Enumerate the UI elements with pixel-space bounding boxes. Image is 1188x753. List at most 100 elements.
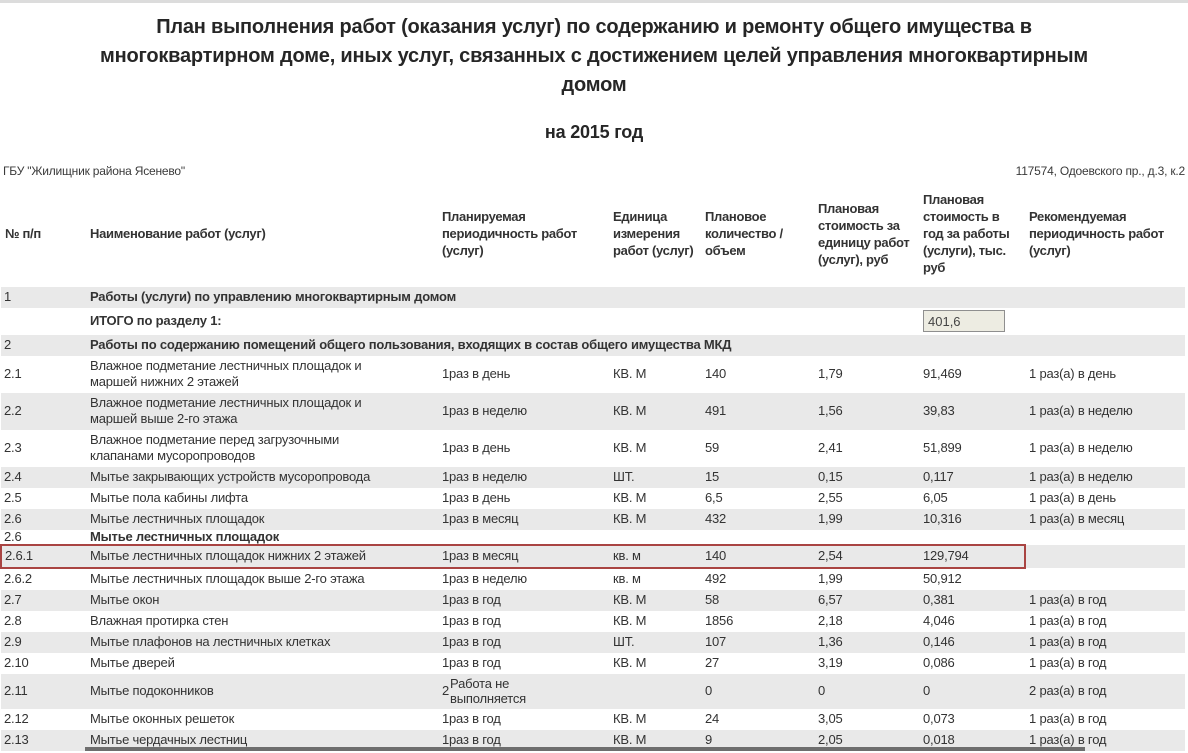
cell-unit-cost: 2,41 [818,440,843,455]
cell-name: Работы по содержанию помещений общего по… [90,337,732,352]
cell-unit: КВ. М [613,490,647,505]
cell-recommended: 1 раз(а) в год [1029,634,1107,649]
cell-num: 2.2 [4,403,22,418]
cell-qty: 15 [705,469,720,484]
cell-num: 2.6.2 [4,571,32,586]
work-name-text: Мытье чердачных лестниц [90,732,248,747]
cell-qty: 1856 [705,613,734,628]
table-row-2.13: 2.13 Мытье чердачных лестниц 1раз в год КВ.… [1,730,1185,751]
cell-unit-cost: 6,57 [818,592,843,607]
cell-name: Работы (услуги) по управлению многокварт… [90,289,456,304]
cell-num: 1 [4,289,12,304]
cell-name: Мытье подоконников [86,674,438,709]
cell-unit-cost: 1,99 [818,571,843,586]
cell-name: Мытье пола кабины лифта [86,488,438,509]
cell-periodicity: 1раз в день [442,366,511,381]
cell-num: 2.8 [4,613,22,628]
cell-periodicity: 1раз в день [442,440,511,455]
cell-name: Мытье дверей [86,653,438,674]
organization-row: ГБУ "Жилищник района Ясенево" 117574, Од… [3,164,1185,178]
table-row-2.1: 2.1 Влажное подметание лестничных площадо… [1,356,1185,393]
cell-year-cost: 4,046 [923,613,955,628]
cell-unit: кв. м [613,571,641,586]
cell-recommended: 1 раз(а) в неделю [1029,440,1133,455]
section1-total-input[interactable] [923,310,1005,332]
work-name-text: Влажное подметание лестничных площадок и… [90,395,362,426]
table-row-2.10: 2.10 Мытье дверей 1раз в год КВ. М 27 3,19 0,0… [1,653,1185,674]
table-row-2.7: 2.7 Мытье окон 1раз в год КВ. М 58 6,57 0,381 1… [1,590,1185,611]
cell-unit: КВ. М [613,440,647,455]
work-name-text: Мытье дверей [90,655,175,670]
cell-year-cost: 50,912 [923,571,962,586]
work-name-text: Мытье оконных решеток [90,711,235,726]
table-row-2.6: 2.6 Мытье лестничных площадок [1,530,1185,545]
cell-periodicity: 1раз в неделю [442,571,527,586]
cell-qty: 107 [705,634,727,649]
cell-unit: кв. м [609,544,701,569]
cell-unit-cost: 1,36 [818,634,843,649]
cell-qty: 140 [705,366,727,381]
horizontal-scrollbar-thumb[interactable] [85,747,1085,751]
cell-unit-cost: 1,56 [818,403,843,418]
cell-recommended: 1 раз(а) в год [1029,732,1107,747]
cell-unit: КВ. М [613,655,647,670]
cell-recommended [1025,568,1185,590]
organization-name: ГБУ "Жилищник района Ясенево" [3,164,185,178]
cell-qty: 491 [705,403,727,418]
cell-recommended [1025,308,1185,335]
cell-name: Мытье чердачных лестниц [86,730,438,751]
periodicity-note: Работа не выполняется [450,676,527,706]
cell-unit: КВ. М [613,732,647,747]
cell-year-cost: 0,146 [923,634,955,649]
cell-recommended: 1 раз(а) в год [1029,592,1107,607]
cell-name: Мытье окон [86,590,438,611]
work-name-text: Влажное подметание перед загрузочными кл… [90,432,340,463]
table-row-2.6.1: 2.6.1 Мытье лестничных площадок нижних 2 … [0,544,1185,569]
cell-num [1,308,86,335]
cell-num: 2.5 [4,490,22,505]
work-name-text: Мытье пола кабины лифта [90,490,248,505]
cell-name: Мытье лестничных площадок выше 2-го этаж… [86,568,438,590]
cell-unit: КВ. М [613,366,647,381]
cell-year-cost: 39,83 [923,403,955,418]
cell-periodicity: 1раз в месяц [442,511,519,526]
cell-num: 2.3 [4,440,22,455]
cell-name: Мытье закрывающих устройств мусоропровод… [86,467,438,488]
column-header-unit: Единица измерения работ (услуг) [613,209,694,258]
cell-qty: 9 [705,732,713,747]
cell-num: 2.4 [4,469,22,484]
work-name-text: Мытье окон [90,592,160,607]
cell-name: Мытье оконных решеток [86,709,438,730]
cell-num: 2.11 [4,683,28,698]
cell-unit: КВ. М [613,711,647,726]
cell-unit-cost: 3,19 [818,655,843,670]
column-header-num: № п/п [5,226,41,241]
cell-year-cost: 10,316 [923,511,962,526]
cell-unit: КВ. М [613,613,647,628]
cell-year-cost: 91,469 [923,366,962,381]
cell-year-cost: 0 [923,683,931,698]
cell-unit [609,674,701,709]
cell-qty: 6,5 [705,490,723,505]
cell-year-cost: 0,381 [923,592,955,607]
cell-recommended: 2 раз(а) в год [1029,683,1107,698]
cell-recommended: 1 раз(а) в год [1029,711,1107,726]
cell-recommended: 1 раз(а) в год [1029,655,1107,670]
cell-recommended: 1 раз(а) в неделю [1029,403,1133,418]
column-header-unit-cost: Плановая стоимость за единицу работ (усл… [818,200,910,267]
table-row-2.6.2: 2.6.2 Мытье лестничных площадок выше 2-го… [1,568,1185,590]
column-header-periodicity: Планируемая периодичность работ (услуг) [442,209,577,258]
cell-unit-cost: 0 [818,683,826,698]
work-name-text: Влажное подметание лестничных площадок и… [90,358,362,389]
cell-year-cost [919,308,1025,335]
cell-num: 2.1 [4,366,22,381]
cell-qty: 432 [705,511,727,526]
table-row-total: ИТОГО по разделу 1: [1,308,1185,335]
cell-year-cost: 51,899 [923,440,962,455]
cell-unit-cost: 2,05 [818,732,843,747]
cell-num: 2.12 [4,711,29,726]
cell-periodicity: 1раз в год [442,711,501,726]
work-name-text: Влажная протирка стен [90,613,229,628]
cell-unit-cost: 0,15 [818,469,843,484]
